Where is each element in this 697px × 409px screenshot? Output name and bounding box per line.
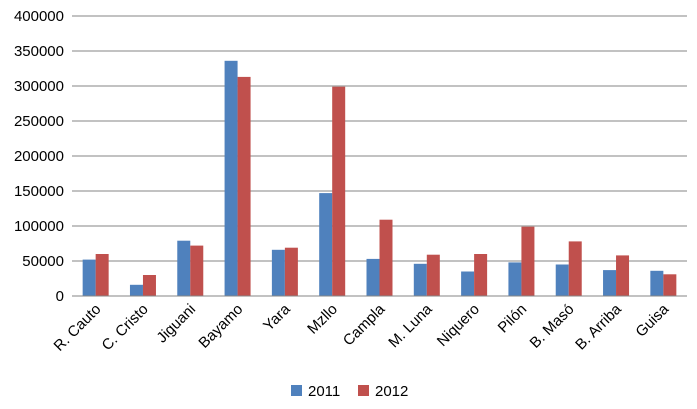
bar-2012-campla [379, 219, 393, 296]
x-tick-label: Pilón [495, 301, 531, 337]
bar-2012-pil-n [521, 226, 535, 296]
legend-swatch [291, 385, 302, 396]
bar-2011-jiguani [177, 240, 191, 296]
bar-2012-yara [284, 247, 298, 296]
bar-2012-m-luna [426, 254, 440, 296]
bar-2012-r-cauto [95, 254, 109, 296]
x-tick-label: Mzllo [304, 301, 341, 338]
y-tick-label: 50000 [22, 253, 64, 270]
x-tick-label: Bayamo [195, 301, 246, 352]
bar-2011-mzllo [319, 193, 333, 296]
y-tick-label: 200000 [14, 148, 64, 165]
bar-2011-niquero [461, 271, 475, 296]
x-tick-label: R. Cauto [51, 301, 105, 355]
bar-2012-mzllo [332, 86, 346, 296]
y-axis-ticks: 0 50000 100000 150000 200000 250000 300000 3500… [14, 8, 64, 305]
bar-2012-b-arriba [616, 255, 630, 296]
bar-2011-pil-n [508, 262, 522, 296]
y-tick-label: 150000 [14, 183, 64, 200]
gridlines [72, 15, 687, 262]
y-tick-label: 350000 [14, 43, 64, 60]
bar-2012-jiguani [190, 245, 204, 296]
bars [82, 60, 677, 297]
bar-2011-guisa [650, 270, 664, 296]
legend-label: 2011 [308, 383, 340, 400]
bar-2012-b-mas- [568, 241, 582, 296]
bar-2012-c-cristo [142, 275, 156, 296]
bar-2011-m-luna [413, 263, 427, 296]
y-tick-label: 0 [56, 288, 64, 305]
bar-2011-yara [271, 249, 285, 296]
x-tick-label: Yara [260, 300, 294, 334]
x-tick-label: Campla [340, 300, 389, 349]
x-tick-label: C. Cristo [99, 301, 152, 354]
y-tick-label: 100000 [14, 218, 64, 235]
legend: 2011 2012 [291, 383, 408, 400]
x-tick-label: Guisa [632, 300, 672, 340]
bar-2011-r-cauto [82, 259, 96, 296]
x-tick-label: B. Masó [527, 301, 578, 352]
bar-2011-b-arriba [603, 270, 617, 296]
bar-2011-campla [366, 258, 380, 296]
x-tick-label: Jiguani [153, 301, 199, 347]
bar-2011-b-mas- [555, 264, 569, 296]
legend-swatch [358, 385, 369, 396]
x-tick-label: M. Luna [385, 300, 436, 351]
bar-2011-c-cristo [129, 284, 143, 296]
x-tick-label: B. Arriba [572, 300, 625, 353]
bar-2012-bayamo [237, 76, 251, 297]
bar-2012-guisa [663, 274, 677, 296]
bar-2012-niquero [474, 254, 488, 296]
x-tick-label: Niquero [434, 301, 483, 350]
y-tick-label: 300000 [14, 78, 64, 95]
legend-label: 2012 [375, 383, 408, 400]
y-tick-label: 400000 [14, 8, 64, 25]
y-tick-label: 250000 [14, 113, 64, 130]
bar-2011-bayamo [224, 60, 238, 296]
